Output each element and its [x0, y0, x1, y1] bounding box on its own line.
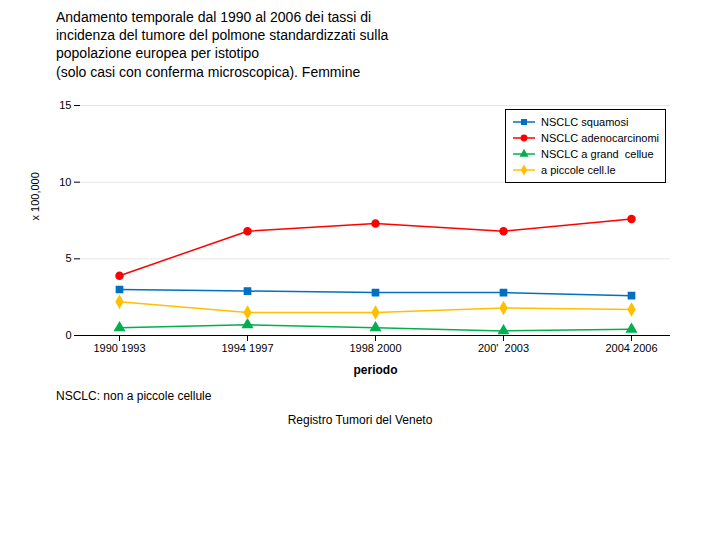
- html-text:a piccole cell.le: a piccole cell.le: [541, 163, 616, 176]
- svg-text:2004 2006: 2004 2006: [606, 342, 658, 354]
- svg-text:1994 1997: 1994 1997: [222, 342, 274, 354]
- html-text:NSCLC: non a piccole cellule: NSCLC: non a piccole cellule: [56, 388, 212, 403]
- svg-text:5: 5: [65, 252, 71, 264]
- svg-text:x 100,000: x 100,000: [29, 172, 41, 220]
- svg-text:1990 1993: 1990 1993: [94, 342, 146, 354]
- svg-text:200' 2003: 200' 2003: [478, 342, 529, 354]
- svg-text:10: 10: [59, 175, 71, 187]
- html-text:NSCLC squamosi: NSCLC squamosi: [541, 115, 629, 128]
- html-text:NSCLC a grand cellue: NSCLC a grand cellue: [541, 147, 654, 160]
- svg-text:15: 15: [59, 99, 71, 111]
- html-text:Andamento temporale dal 1990 a: Andamento temporale dal 1990 al 2006 dei…: [56, 9, 389, 80]
- html-text:Registro Tumori del Veneto: Registro Tumori del Veneto: [287, 412, 433, 427]
- svg-text:1998 2000: 1998 2000: [350, 342, 402, 354]
- svg-text:0: 0: [65, 329, 71, 341]
- html-text:NSCLC adenocarcinomi: NSCLC adenocarcinomi: [541, 131, 659, 144]
- svg-text:periodo: periodo: [354, 362, 398, 376]
